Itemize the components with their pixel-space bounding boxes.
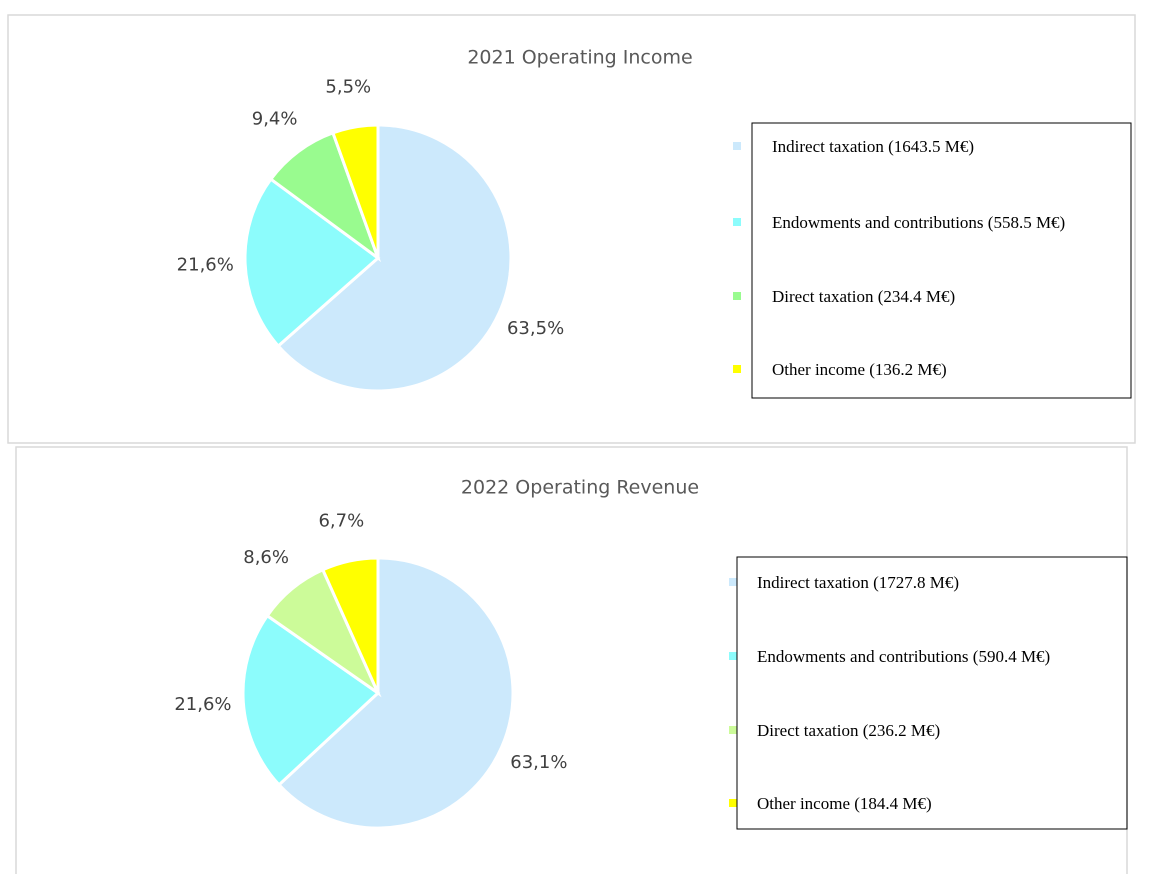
legend-marker (733, 218, 741, 226)
chart-frame (7, 14, 1136, 444)
pie-slice (241, 613, 381, 787)
legend-box (736, 556, 1128, 830)
chart-title: 2022 Operating Revenue (461, 477, 699, 499)
legend-label: Other income (136.2 M€) (772, 360, 947, 379)
data-label: 21,6% (174, 694, 231, 715)
data-label: 5,5% (325, 77, 371, 98)
pie-slice (276, 556, 515, 830)
data-label: 9,4% (252, 108, 298, 129)
legend-label: Direct taxation (234.4 M€) (772, 287, 955, 306)
legend-label: Indirect taxation (1643.5 M€) (772, 137, 974, 156)
chart-frame (15, 446, 1128, 874)
data-label: 21,6% (177, 255, 234, 276)
pie-slice (276, 123, 513, 393)
legend-marker (729, 652, 737, 660)
data-label: 8,6% (243, 547, 289, 568)
legend-label: Other income (184.4 M€) (757, 794, 932, 813)
legend-marker (733, 142, 741, 150)
pie-slice (268, 130, 382, 263)
legend-label: Direct taxation (236.2 M€) (757, 721, 940, 740)
data-label: 63,5% (507, 318, 564, 339)
pie-slice (331, 123, 380, 259)
pie-slice (320, 556, 380, 694)
legend-marker (729, 726, 737, 734)
legend-label: Indirect taxation (1727.8 M€) (757, 573, 959, 592)
chart-title: 2021 Operating Income (467, 47, 692, 69)
legend-marker (729, 578, 737, 586)
legend-marker (729, 799, 737, 807)
data-label: 63,1% (510, 752, 567, 773)
legend-marker (733, 365, 741, 373)
legend-label: Endowments and contributions (590.4 M€) (757, 647, 1050, 666)
pie-slice (243, 177, 381, 349)
legend-marker (733, 292, 741, 300)
data-label: 6,7% (318, 510, 364, 531)
legend-box (751, 122, 1132, 399)
legend-label: Endowments and contributions (558.5 M€) (772, 213, 1065, 232)
